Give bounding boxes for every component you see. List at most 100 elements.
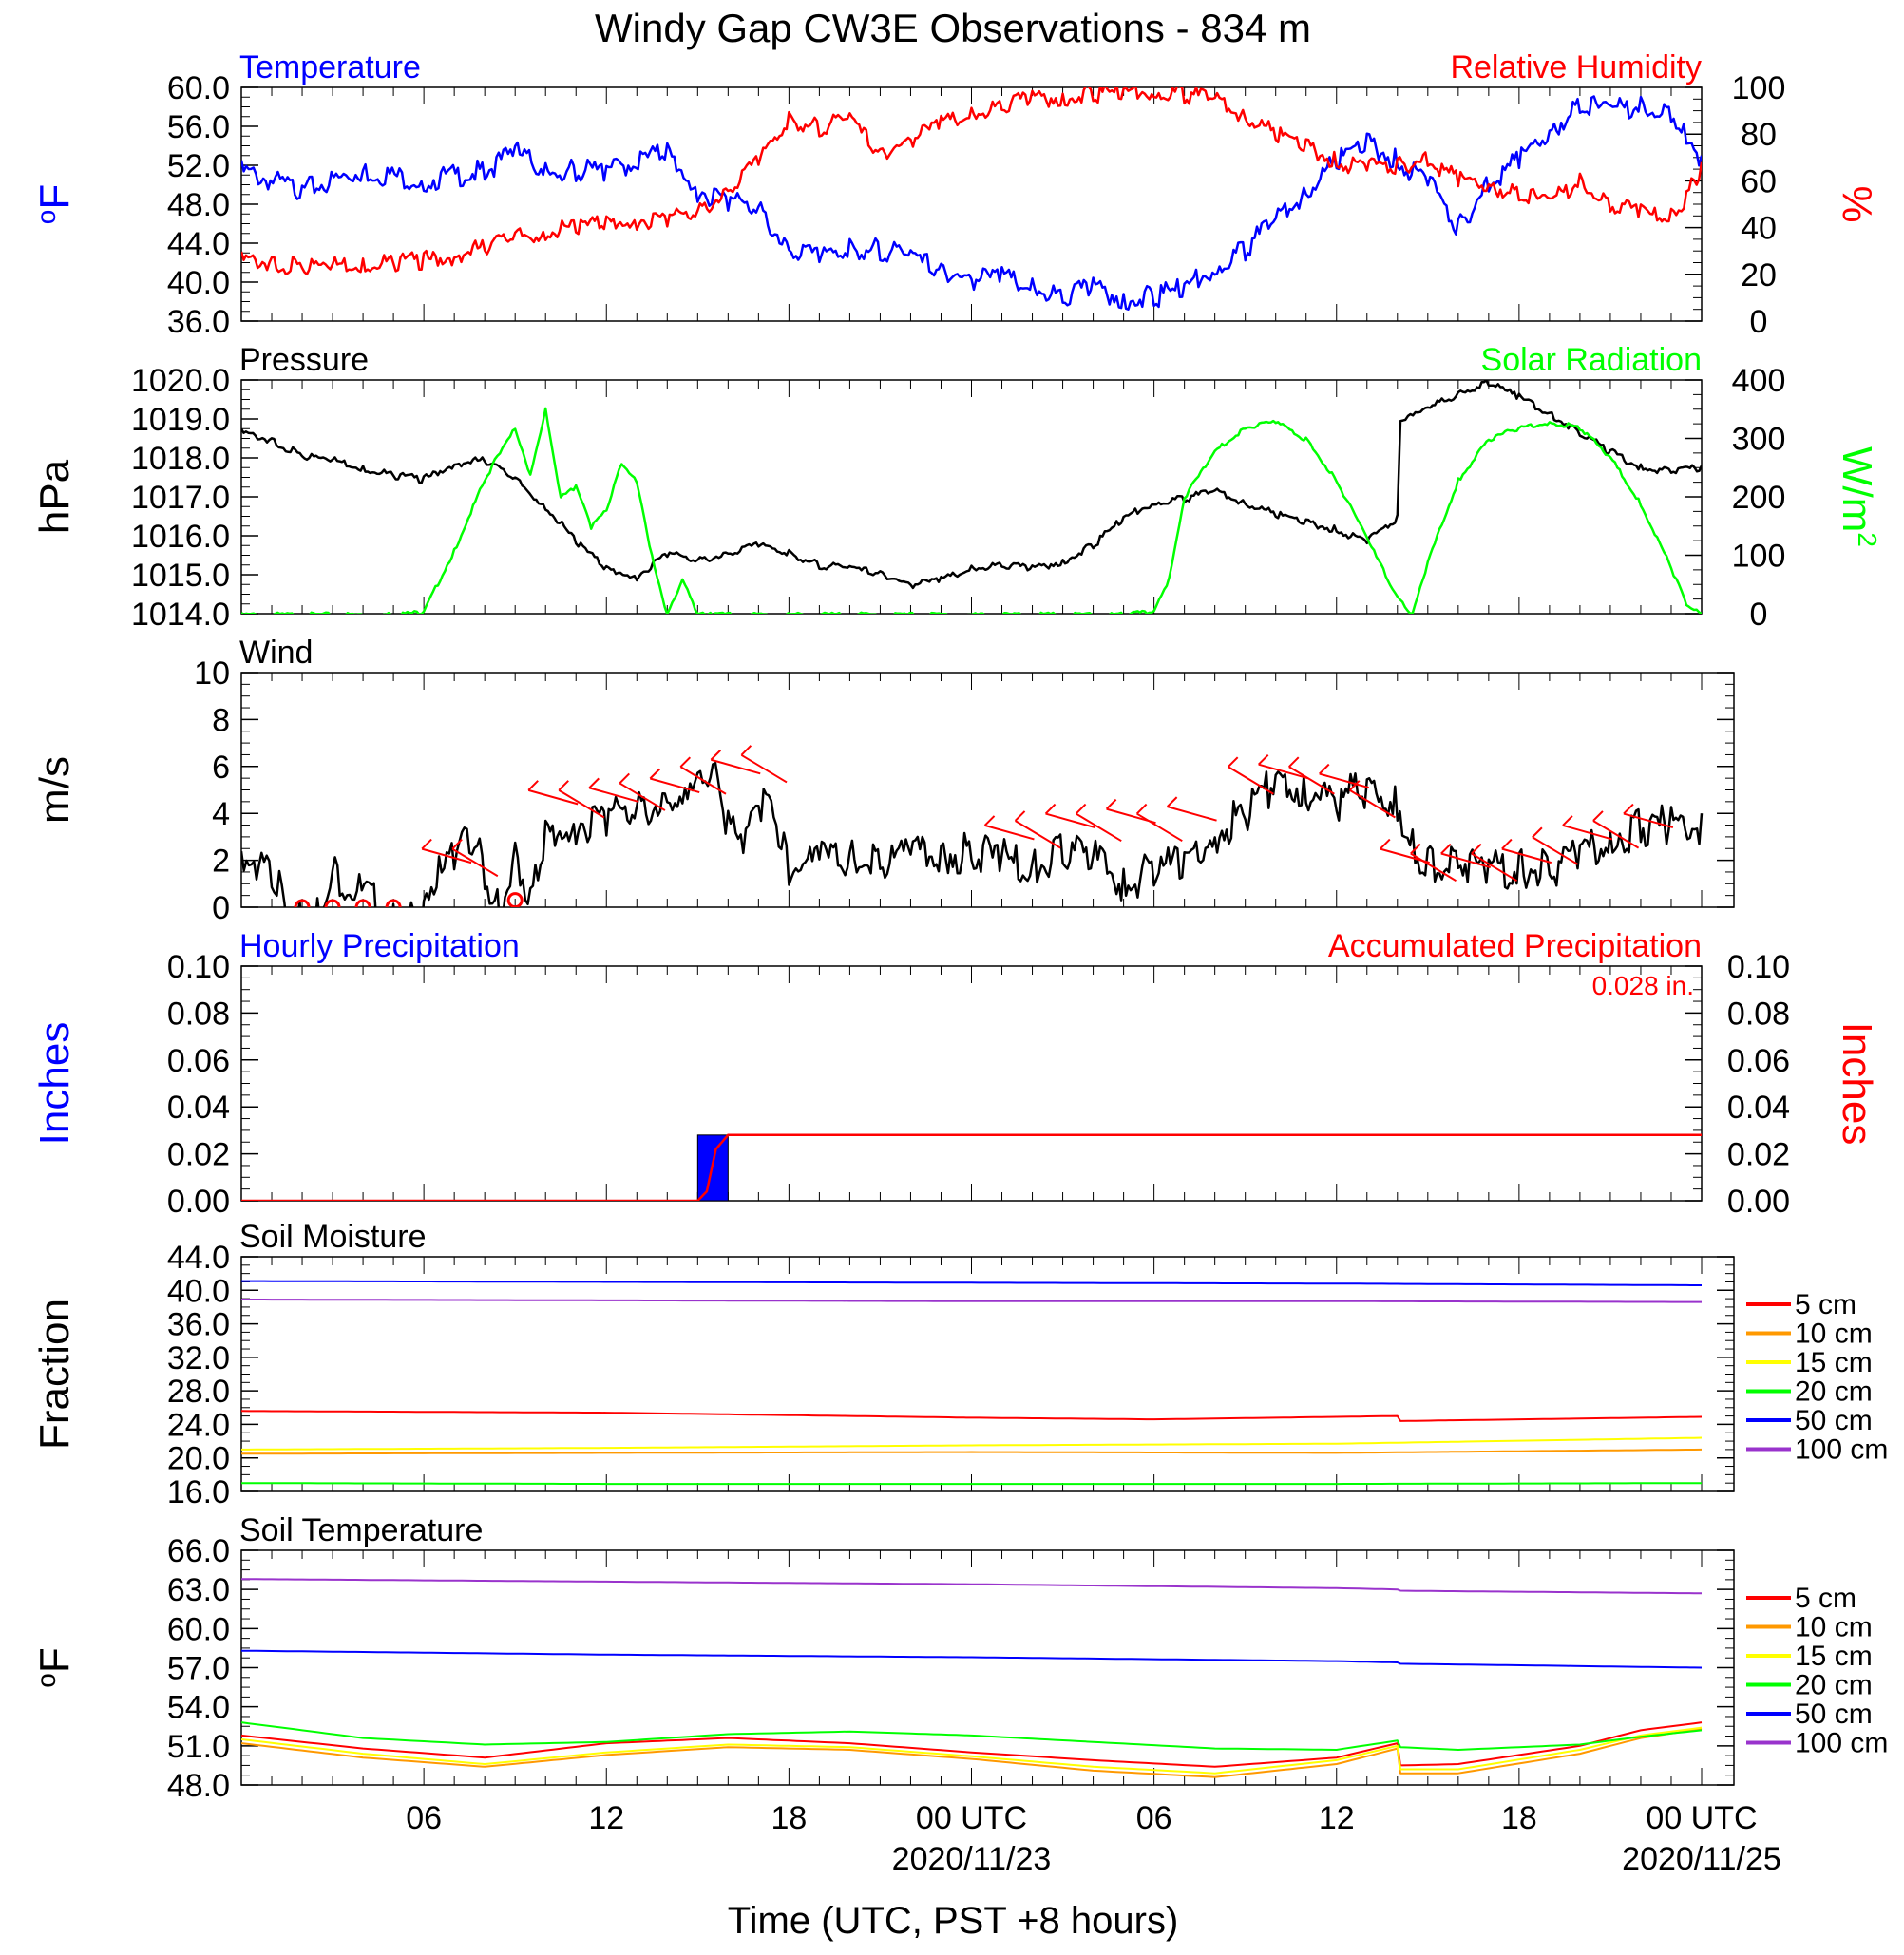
- y-tick-label-right: 100: [1732, 539, 1786, 575]
- wind-barb-flag: [421, 838, 432, 850]
- panel-3: 10 8 6 4 2 0 Wind m/s: [31, 635, 1735, 926]
- y-tick-label-left: 36.0: [167, 304, 230, 340]
- wind-barb: [1592, 820, 1640, 849]
- plot-frame: [240, 379, 1703, 615]
- wind-barb: [588, 787, 639, 803]
- y-tick-label-left: 56.0: [167, 109, 230, 145]
- x-tick-label: 18: [1501, 1800, 1537, 1836]
- y-tick-label-left: 32.0: [167, 1340, 230, 1376]
- plot-frame: [240, 672, 1735, 908]
- y-axis-label-left: oF: [31, 184, 78, 224]
- y-tick-label-right: 200: [1732, 480, 1786, 516]
- wind-barb: [1319, 772, 1369, 789]
- wind-barb: [1349, 788, 1396, 819]
- panel-2: 1020.01019.01018.01017.01016.01015.01014…: [31, 342, 1882, 633]
- y-tick-label-left: 48.0: [167, 187, 230, 223]
- y-tick-label-left: 6: [212, 750, 230, 786]
- y-tick-label-left: 10: [194, 655, 230, 692]
- x-tick-label: 12: [588, 1800, 624, 1836]
- wind-barb-flag: [527, 780, 539, 791]
- wind-barb: [558, 788, 605, 819]
- series-line: [241, 95, 1702, 311]
- y-tick-label-left: 40.0: [167, 1273, 230, 1309]
- y-tick-label-left: 60.0: [167, 1611, 230, 1647]
- y-tick-label-right: 80: [1741, 117, 1777, 153]
- y-tick-label-left: 0.00: [167, 1184, 230, 1220]
- x-tick-label: 12: [1319, 1800, 1355, 1836]
- wind-barb-flag: [1227, 756, 1239, 768]
- x-tick-label: 00 UTC: [916, 1800, 1027, 1836]
- y-tick-label-left: 57.0: [167, 1651, 230, 1687]
- panel-title-right: Relative Humidity: [1450, 49, 1702, 85]
- y-tick-label-left: 20.0: [167, 1441, 230, 1477]
- panel-6: 66.063.060.0 57.054.051.048.0 Soil Tempera…: [31, 1512, 1888, 1804]
- wind-barb-flag: [1105, 798, 1117, 810]
- y-tick-label-left: 36.0: [167, 1307, 230, 1343]
- series-line-50cm: [241, 1280, 1702, 1286]
- legend-label: 15 cm: [1795, 1641, 1873, 1672]
- y-tick-label-left: 1019.0: [131, 402, 230, 438]
- wind-barb-flag: [558, 780, 569, 791]
- panel-4: 0.10 0.08 0.06 0.04 0.02 0.00 0.10 0.08 0.06 0.04…: [31, 928, 1880, 1220]
- wind-barb-flag: [1075, 803, 1087, 815]
- wind-barb-flag: [1288, 756, 1300, 768]
- legend-label: 50 cm: [1795, 1699, 1873, 1730]
- y-tick-label-left: 60.0: [167, 70, 230, 106]
- wind-barb: [451, 847, 499, 878]
- series-line: [241, 407, 1702, 614]
- legend-label: 20 cm: [1795, 1670, 1873, 1701]
- legend-label: 15 cm: [1795, 1347, 1873, 1378]
- wind-barb-flag: [1501, 838, 1513, 850]
- y-tick-label-left: 0.06: [167, 1043, 230, 1079]
- accumulation-annotation: 0.028 in.: [1592, 971, 1694, 1000]
- wind-barb-flag: [1532, 826, 1543, 838]
- wind-barb-flag: [740, 745, 752, 756]
- y-tick-label-right: 40: [1741, 211, 1777, 247]
- series-line-5cm: [241, 1410, 1703, 1422]
- legend-label: 100 cm: [1795, 1434, 1888, 1466]
- y-axis-label-right: %: [1834, 185, 1880, 222]
- data-layer: [241, 1578, 1703, 1778]
- figure-title: Windy Gap CW3E Observations - 834 m: [595, 6, 1311, 50]
- series-line-20cm: [241, 1721, 1703, 1751]
- legend-label: 50 cm: [1795, 1405, 1873, 1436]
- data-layer: [241, 745, 1704, 907]
- wind-barb-flag: [1014, 810, 1026, 822]
- wind-barb-flag: [1319, 763, 1330, 775]
- y-tick-label-right: 400: [1732, 363, 1786, 399]
- wind-barb: [1410, 852, 1457, 883]
- series-line-20cm: [241, 1482, 1702, 1486]
- wind-barb: [619, 782, 666, 811]
- wind-barb-flag: [1166, 796, 1178, 807]
- wind-barb: [1015, 820, 1061, 849]
- hourly-precip-bar: [696, 1134, 729, 1201]
- wind-barb: [527, 788, 579, 806]
- wind-barb: [1076, 812, 1122, 843]
- wind-barb: [1623, 812, 1674, 829]
- wind-barb: [1167, 806, 1217, 822]
- panel-title-left: Hourly Precipitation: [239, 928, 520, 964]
- wind-barb-flag: [1349, 780, 1361, 791]
- y-tick-label-left: 48.0: [167, 1768, 230, 1804]
- panel-title-left: Pressure: [239, 342, 369, 378]
- wind-barb-flag: [1440, 843, 1452, 855]
- legend-label: 10 cm: [1795, 1612, 1873, 1643]
- y-tick-label-left: 2: [212, 844, 230, 880]
- legend-label: 5 cm: [1795, 1289, 1856, 1320]
- y-tick-label-left: 51.0: [167, 1729, 230, 1765]
- y-tick-label-right: 0: [1750, 304, 1768, 340]
- wind-barb-flag: [679, 756, 692, 768]
- accumulated-precip-line: [241, 1133, 1702, 1201]
- y-tick-label-left: 40.0: [167, 265, 230, 301]
- y-axis-label-left: m/s: [31, 756, 78, 824]
- y-tick-label-left: 0.10: [167, 949, 230, 985]
- series-line-10cm: [241, 1728, 1703, 1778]
- y-tick-label-right: 0: [1750, 597, 1768, 633]
- wind-barb: [1258, 763, 1308, 780]
- y-axis-label-left: Inches: [31, 1022, 78, 1146]
- series-line: [241, 761, 1704, 907]
- wind-barb: [1471, 852, 1518, 883]
- panel-title-right: Solar Radiation: [1481, 342, 1702, 378]
- wind-barb-flag: [451, 838, 463, 850]
- wind-barb: [1228, 766, 1274, 795]
